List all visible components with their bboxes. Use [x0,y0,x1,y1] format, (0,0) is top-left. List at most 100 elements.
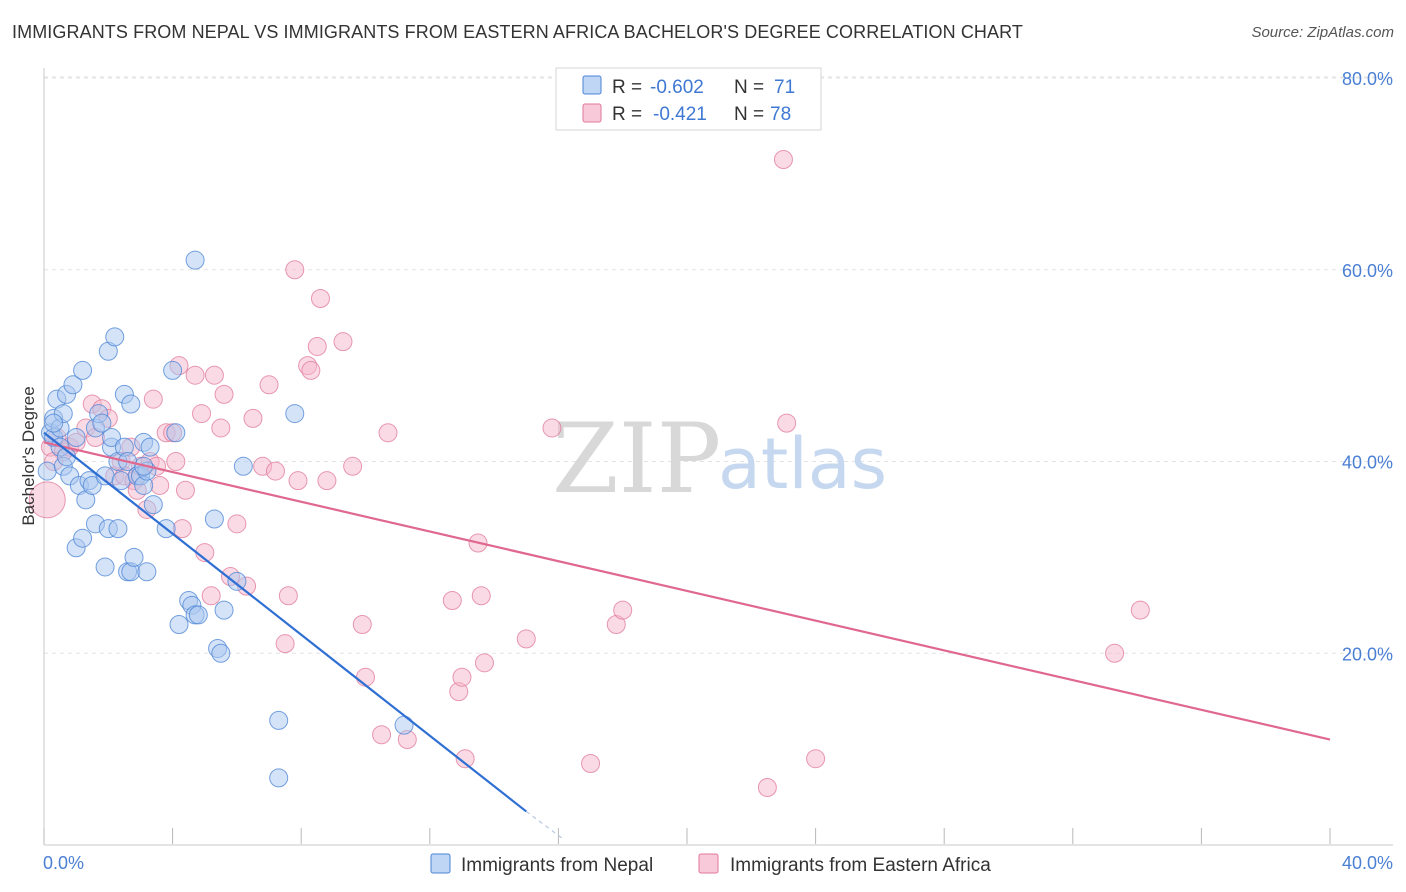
legend-n-value-nepal: 71 [774,77,795,98]
eastern-africa-point-42 [265,461,285,481]
eastern-africa-point-30 [192,404,212,424]
nepal-point-13 [66,428,86,448]
eastern-africa-point-51 [317,471,337,491]
eastern-africa-point-34 [211,418,231,438]
nepal-point-33 [108,519,128,539]
eastern-africa-point-48 [301,360,321,380]
bottom-legend-swatch-nepal [430,853,451,874]
legend-swatch-nepal [582,75,602,95]
y-tick-labels: 20.0% 40.0% 60.0% 80.0% [1342,69,1393,664]
eastern-africa-point-74 [806,749,826,769]
nepal-point-30 [102,428,122,448]
nepal-point-64 [227,571,247,591]
nepal-point-24 [92,413,112,433]
nepal-point-63 [214,600,234,620]
source-label: Source: ZipAtlas.com [1251,24,1394,41]
nepal-point-60 [204,509,224,529]
nepal-point-62 [211,643,231,663]
legend-n-label-nepal: N = [734,77,764,98]
nepal-point-34 [111,471,131,491]
eastern-africa-point-67 [542,418,562,438]
eastern-africa-point-25 [166,452,186,471]
y-axis-title: Bachelor's Degree [19,386,38,525]
eastern-africa-point-59 [442,591,462,611]
eastern-africa-point-75 [1105,643,1125,663]
eastern-africa-point-72 [773,149,793,169]
y-tick-label-40: 40.0% [1342,453,1393,473]
eastern-africa-point-27 [172,519,192,539]
eastern-africa-point-28 [175,480,195,500]
nepal-point-52 [163,360,183,380]
eastern-africa-point-50 [310,289,330,309]
nepal-point-0 [37,461,57,481]
nepal-point-26 [95,557,115,577]
eastern-africa-point-57 [378,423,398,443]
eastern-africa-point-73 [777,413,797,433]
eastern-africa-point-33 [204,365,224,385]
legend-n-label-eastern-africa: N = [734,104,764,125]
grid-lines [44,76,1393,654]
eastern-africa-point-46 [288,471,308,491]
series-nepal-points [37,250,414,788]
eastern-africa-point-65 [474,653,494,673]
nepal-point-69 [394,715,414,735]
watermark-atlas: atlas [718,423,887,505]
eastern-africa-point-49 [307,336,327,356]
eastern-africa-point-35 [214,384,234,404]
eastern-africa-point-45 [285,260,305,280]
eastern-africa-point-54 [352,614,372,634]
trend-line-eastern-africa [43,441,1331,741]
nepal-point-16 [73,360,93,380]
correlation-legend: R = -0.602 N = 71 R = -0.421 N = 78 [555,67,822,131]
bottom-legend-swatch-eastern-africa [698,853,719,874]
nepal-point-12 [63,375,83,395]
eastern-africa-point-52 [333,332,353,352]
nepal-point-68 [285,404,305,424]
nepal-point-54 [169,614,189,634]
eastern-africa-point-70 [613,600,633,620]
trend-lines [43,431,1331,841]
nepal-point-47 [137,562,157,582]
y-tick-label-20: 20.0% [1342,644,1393,664]
eastern-africa-point-68 [581,754,601,774]
legend-r-label-eastern-africa: R = [612,104,642,125]
nepal-point-66 [269,710,289,730]
nepal-point-50 [143,495,163,515]
eastern-africa-point-62 [455,749,475,769]
legend-r-value-nepal: -0.602 [650,77,704,98]
eastern-africa-point-61 [452,667,472,687]
nepal-point-53 [166,423,186,443]
y-tick-label-60: 60.0% [1342,261,1393,281]
eastern-africa-point-64 [471,586,491,606]
eastern-africa-point-37 [227,514,247,534]
nepal-point-70 [44,413,64,433]
eastern-africa-point-71 [757,777,777,797]
nepal-point-20 [82,475,102,495]
eastern-africa-point-41 [259,375,279,395]
eastern-africa-point-53 [343,456,363,476]
nepal-point-67 [269,768,289,788]
eastern-africa-point-0 [28,481,66,519]
nepal-point-49 [140,437,160,457]
series-legend: Immigrants from Nepal Immigrants from Ea… [430,853,991,876]
chart-title: IMMIGRANTS FROM NEPAL VS IMMIGRANTS FROM… [12,22,1023,42]
nepal-point-17 [73,528,93,548]
x-tick-label-max: 40.0% [1342,853,1393,873]
nepal-point-31 [105,327,125,347]
y-tick-label-80: 80.0% [1342,69,1393,89]
bottom-legend-label-eastern-africa: Immigrants from Eastern Africa [730,855,991,876]
eastern-africa-point-39 [243,408,263,428]
eastern-africa-point-66 [516,629,536,649]
nepal-point-59 [185,250,205,270]
eastern-africa-point-20 [143,389,163,409]
trend-line-nepal-extension [525,810,566,841]
trend-line-nepal [43,431,527,813]
eastern-africa-point-29 [185,365,205,385]
legend-n-value-eastern-africa: 78 [770,104,791,125]
eastern-africa-point-32 [201,586,221,606]
eastern-africa-point-44 [278,586,298,606]
nepal-point-58 [188,605,208,625]
eastern-africa-point-55 [356,667,375,687]
nepal-point-65 [233,456,253,476]
